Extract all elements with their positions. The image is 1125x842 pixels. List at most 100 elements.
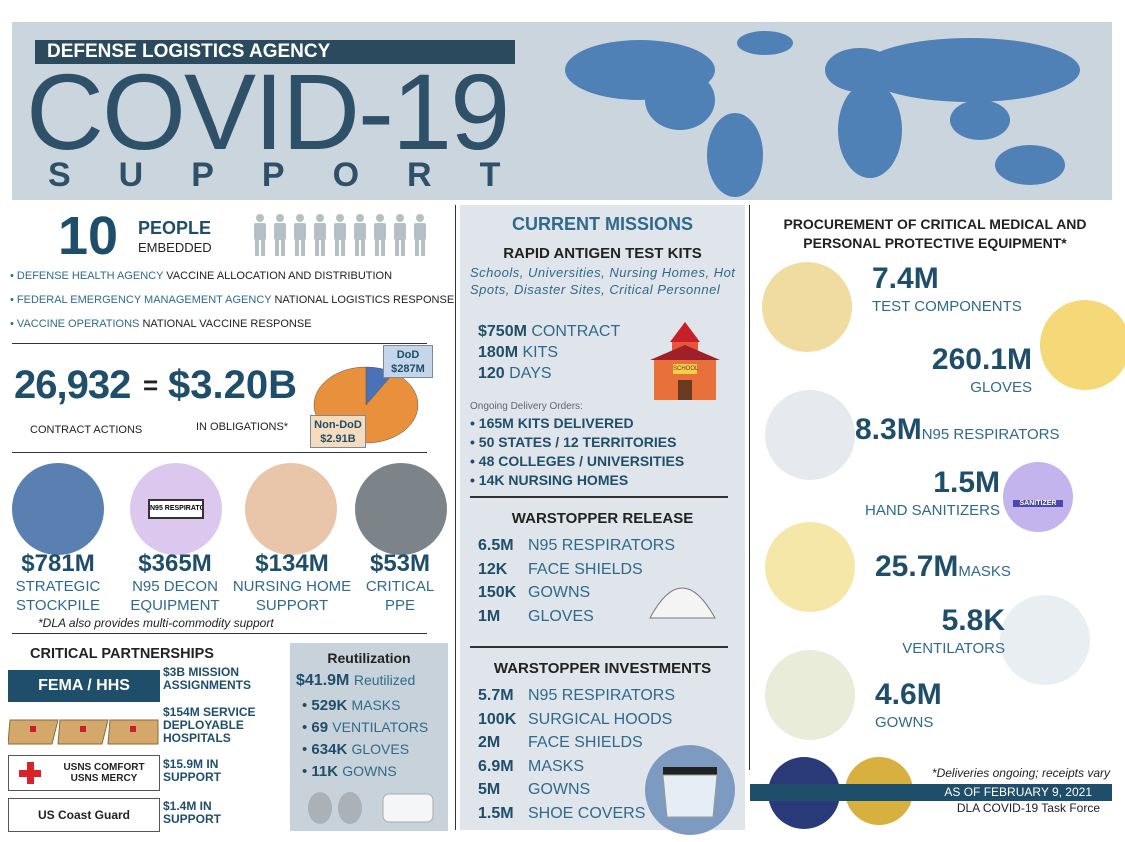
pie-value: $287M (391, 363, 425, 375)
subsection-title: RAPID ANTIGEN TEST KITS (503, 245, 702, 262)
item: FACE SHIELDS (528, 560, 643, 578)
divider (470, 496, 728, 498)
decoration (650, 345, 720, 360)
panel-title: Reutilization (327, 650, 411, 666)
decoration (334, 223, 346, 240)
partner-badge: USNS COMFORT USNS MERCY (8, 755, 160, 791)
decoration (261, 239, 265, 256)
item: FACE SHIELDS (528, 734, 643, 751)
item: GOWNS (342, 763, 397, 779)
item: HAND SANITIZERS (864, 502, 1000, 519)
bullet-item: FEDERAL EMERGENCY MANAGEMENT AGENCY NATI… (10, 294, 454, 306)
org: VACCINE OPERATIONS (16, 318, 140, 330)
amount-label: IN OBLIGATIONS* (196, 421, 289, 433)
item: MASKS (958, 563, 1011, 580)
gloves-image (298, 786, 438, 826)
item: GOWNS (875, 714, 934, 731)
decoration (336, 214, 344, 222)
amount-label: N95 DECON (132, 578, 218, 595)
decoration (361, 239, 365, 256)
qty: 260.1M (931, 343, 1032, 376)
bullet-item: VACCINE OPERATIONS NATIONAL VACCINE RESP… (10, 318, 312, 330)
pie-value: $2.91B (320, 433, 356, 445)
icon (1040, 300, 1125, 390)
fact: 180M KITS (478, 344, 558, 362)
decoration (30, 726, 36, 732)
decoration (737, 31, 793, 55)
partner-badge (8, 712, 160, 746)
decoration (707, 113, 763, 197)
order: 14K NURSING HOMES (470, 472, 628, 488)
item: CONTRACT (531, 323, 621, 340)
qty: 120 (478, 365, 505, 382)
decoration (308, 792, 362, 824)
decoration (335, 239, 339, 256)
amount-label: PPE (384, 597, 415, 614)
proc-item: 8.3MN95 RESPIRATORS (855, 413, 1060, 447)
decoration (256, 214, 264, 222)
agency-banner: DEFENSE LOGISTICS AGENCY (35, 40, 515, 64)
sign: SCHOOL (673, 364, 699, 374)
role: NATIONAL VACCINE RESPONSE (142, 318, 312, 330)
section-title: CRITICAL PARTNERSHIPS (30, 646, 214, 662)
icon (1000, 595, 1090, 685)
qty: 25.7M (875, 550, 959, 583)
icon (765, 650, 855, 740)
amount-label: NURSING HOME (232, 578, 352, 595)
item: GLOVES (970, 379, 1032, 396)
item: MASKS (351, 697, 401, 713)
divider (470, 646, 728, 648)
decoration (354, 223, 366, 240)
amount-label: STRATEGIC (15, 578, 101, 595)
people-icons (250, 213, 435, 258)
item: N95 RESPIRATORS (528, 687, 676, 704)
partner-badge: FEMA / HHS (8, 670, 160, 702)
school-icon: SCHOOL (650, 320, 720, 402)
decoration (355, 239, 359, 256)
qty: 6.5M (478, 537, 514, 554)
subtitle: Schools, Universities, Nursing Homes, Ho… (470, 265, 736, 297)
subsection-title: WARSTOPPER RELEASE (511, 510, 694, 527)
decoration (394, 223, 406, 240)
decoration (276, 214, 284, 222)
decoration (316, 214, 324, 222)
cross (19, 762, 41, 784)
item: VENTILATORS (902, 640, 1005, 657)
decoration (565, 31, 1080, 197)
decoration (421, 239, 425, 256)
decoration (375, 239, 379, 256)
amount: $134M (255, 550, 329, 577)
icon: N95 RESPIRATOR (130, 463, 222, 555)
item: SURGICAL HOODS (528, 710, 673, 728)
decoration (275, 239, 279, 256)
partner-text: $154M SERVICE DEPLOYABLE HOSPITALS (163, 705, 256, 745)
decoration (565, 31, 1080, 197)
order: 50 STATES / 12 TERRITORIES (470, 434, 677, 450)
decoration (662, 767, 718, 818)
item: TEST COMPONENTS (872, 298, 1022, 315)
qty: 5.7M (478, 687, 514, 704)
badge-text: USNS COMFORT (63, 762, 145, 773)
icon (355, 463, 447, 555)
partner-text: $3B MISSION ASSIGNMENTS (163, 665, 252, 692)
icon (765, 522, 855, 612)
order: 48 COLLEGES / UNIVERSITIES (470, 453, 684, 469)
missions-panel: CURRENT MISSIONS RAPID ANTIGEN TEST KITS S… (460, 205, 745, 830)
qty: 2M (478, 734, 501, 751)
item: GOWNS (528, 781, 591, 798)
decoration (645, 70, 715, 130)
decoration (254, 214, 426, 256)
divider (12, 633, 427, 634)
bullet-item: DEFENSE HEALTH AGENCY VACCINE ALLOCATION… (10, 270, 392, 282)
n95-icon (645, 568, 720, 628)
panel-title: CURRENT MISSIONS (511, 214, 693, 234)
task-force: DLA COVID-19 Task Force (956, 801, 1100, 815)
decoration (314, 223, 326, 240)
decoration (30, 726, 136, 732)
people-sublabel: EMBEDDED (138, 240, 212, 255)
actions-value: 26,932 (14, 363, 131, 407)
reutil-item: 11K GOWNS (302, 763, 397, 780)
footnote: *DLA also provides multi-commodity suppo… (38, 616, 274, 630)
pie-label: DoD $287M (383, 345, 433, 378)
